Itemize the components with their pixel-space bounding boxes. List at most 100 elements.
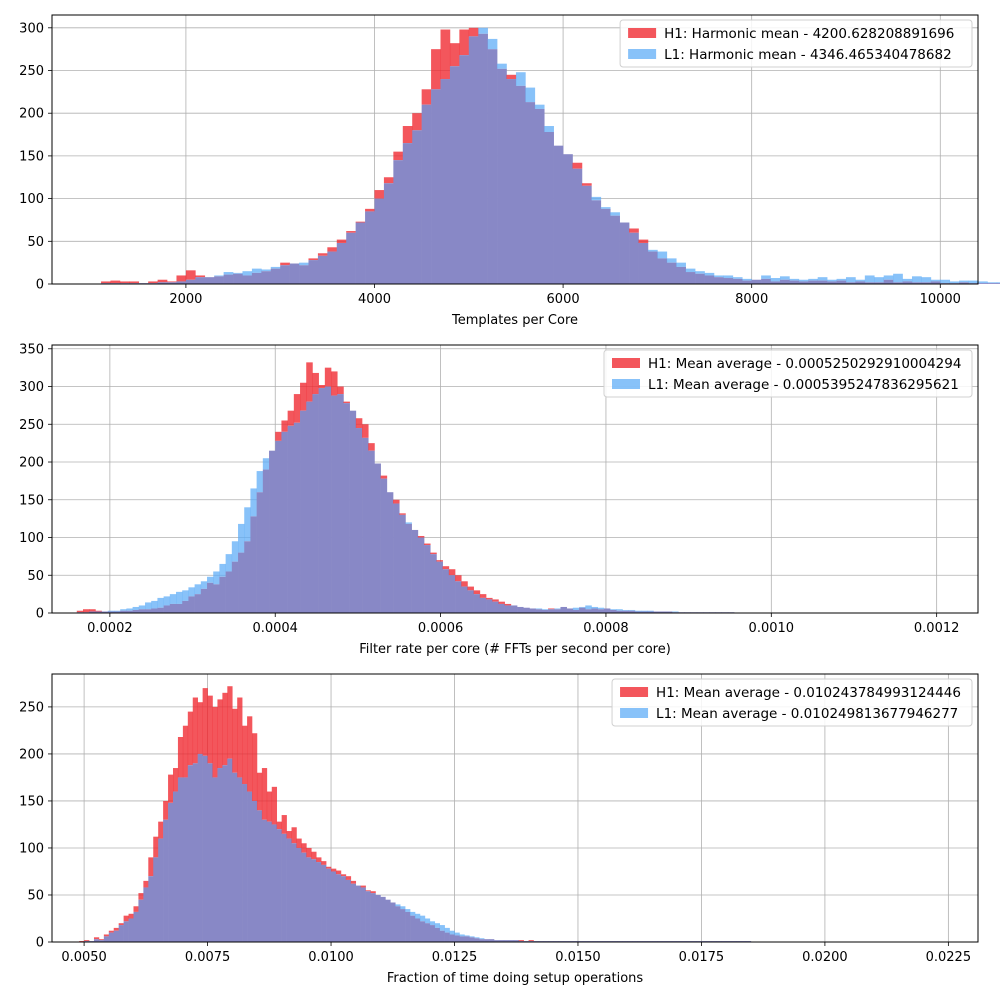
overlap-bar	[492, 601, 499, 613]
legend-box	[619, 19, 973, 68]
l1-bar	[238, 523, 245, 553]
h1-bar	[286, 831, 292, 839]
h1-bar	[581, 183, 592, 186]
y-tick-label: 50	[27, 569, 44, 584]
l1-bar	[233, 272, 243, 274]
l1-bar	[464, 935, 470, 937]
y-tick-label: 150	[19, 149, 44, 164]
overlap-bar	[380, 896, 386, 942]
h1-bar	[98, 939, 105, 941]
h1-bar	[331, 371, 338, 396]
overlap-bar	[138, 899, 144, 942]
l1-bar	[400, 906, 406, 910]
l1-bar	[996, 282, 1000, 284]
overlap-bar	[374, 463, 381, 613]
overlap-bar	[286, 838, 292, 942]
h1-bar	[252, 733, 258, 801]
overlap-bar	[400, 909, 406, 942]
legend-swatch-h1	[620, 687, 649, 697]
h1-bar	[368, 443, 375, 451]
overlap-bar	[434, 927, 440, 942]
l1-bar	[616, 609, 623, 611]
h1-bar	[222, 692, 228, 766]
h1-bar	[266, 791, 273, 822]
overlap-bar	[845, 282, 856, 284]
l1-bar	[163, 596, 171, 606]
legend: H1: Mean average - 0.010243784993124446 L…	[611, 678, 973, 727]
h1-bar	[336, 239, 347, 244]
h1-bar	[217, 699, 223, 769]
h1-bar	[492, 599, 499, 602]
l1-bar	[666, 258, 677, 263]
plot-frame	[51, 673, 979, 943]
h1-bar	[335, 870, 342, 875]
overlap-bar	[548, 609, 555, 613]
overlap-bar	[503, 940, 510, 942]
overlap-bar	[242, 784, 248, 942]
h1-bar	[187, 711, 194, 766]
h1-bar	[365, 890, 371, 892]
l1-bar	[395, 904, 401, 907]
l1-bar	[534, 104, 545, 109]
h1-bar	[440, 29, 451, 80]
l1-bar	[176, 591, 183, 604]
overlap-bar	[163, 605, 171, 613]
h1-bar	[506, 74, 517, 80]
overlap-bar	[616, 610, 623, 613]
overlap-bar	[204, 277, 215, 284]
overlap-bar	[126, 610, 133, 613]
l1-bar	[256, 471, 264, 493]
overlap-bar	[182, 777, 189, 942]
overlap-bar	[232, 772, 238, 942]
l1-bar	[251, 268, 262, 273]
overlap-bar	[182, 600, 189, 613]
overlap-bar	[417, 537, 425, 613]
y-tick-label: 100	[19, 192, 44, 207]
overlap-bar	[864, 282, 875, 284]
overlap-bar	[114, 611, 121, 613]
y-tick-label: 350	[19, 342, 44, 357]
l1-bar	[628, 609, 636, 611]
overlap-bar	[486, 599, 493, 613]
h1-bar	[275, 431, 282, 441]
overlap-bar	[368, 450, 375, 613]
overlap-bar	[308, 260, 319, 284]
h1-bar	[301, 843, 307, 853]
overlap-bar	[484, 939, 490, 942]
x-axis-label: Filter rate per core (# FFTs per second …	[359, 642, 671, 657]
overlap-bar	[197, 753, 203, 942]
overlap-bar	[600, 208, 611, 284]
h1-bar	[355, 221, 366, 223]
h1-bar	[143, 880, 149, 888]
l1-bar	[732, 277, 743, 279]
l1-bar	[182, 590, 189, 601]
overlap-bar	[132, 609, 140, 613]
overlap-bar	[770, 281, 781, 284]
overlap-bar	[237, 777, 243, 942]
overlap-bar	[405, 523, 412, 613]
overlap-bar	[798, 281, 809, 284]
x-tick-label: 4000	[358, 292, 391, 307]
y-tick-label: 100	[19, 531, 44, 546]
overlap-bar	[535, 609, 543, 613]
h1-bar	[455, 575, 462, 582]
l1-bar	[864, 275, 875, 283]
h1-bar	[629, 228, 639, 233]
overlap-bar	[349, 410, 357, 613]
h1-bar	[572, 162, 583, 169]
h1-bar	[360, 885, 366, 888]
overlap-bar	[474, 938, 480, 942]
h1-bar	[108, 930, 115, 933]
overlap-bar	[217, 768, 223, 942]
x-tick-label: 0.0075	[185, 950, 231, 965]
overlap-bar	[504, 605, 512, 613]
overlap-bar	[355, 428, 363, 613]
h1-bar	[76, 610, 84, 613]
y-tick-label: 250	[19, 700, 44, 715]
overlap-bar	[261, 819, 268, 942]
overlap-bar	[327, 251, 338, 284]
l1-bar	[657, 251, 668, 259]
h1-bar	[163, 800, 169, 820]
l1-bar	[634, 610, 642, 612]
